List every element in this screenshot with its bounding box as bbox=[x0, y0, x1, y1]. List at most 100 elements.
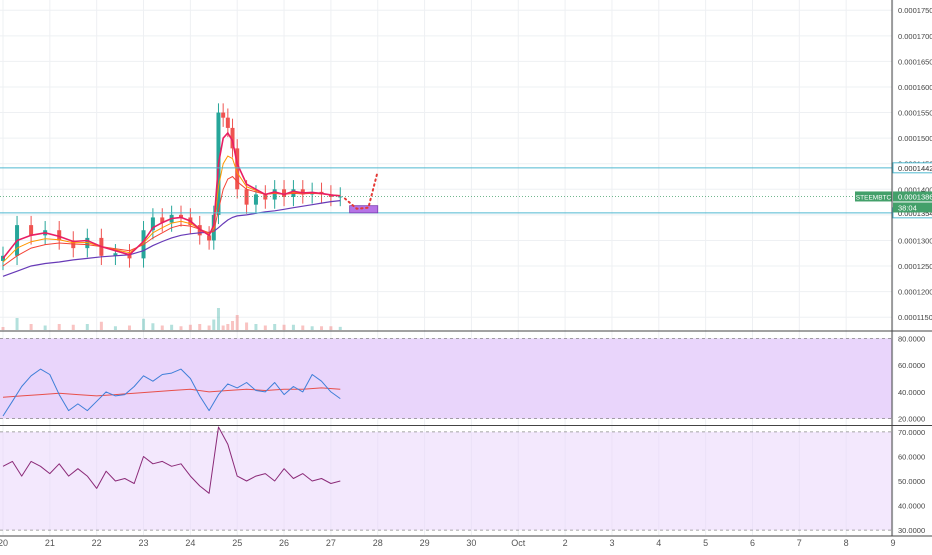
x-tick-label: 5 bbox=[703, 538, 708, 548]
level-label-box bbox=[892, 162, 932, 174]
countdown-label: 38:04 bbox=[898, 203, 917, 212]
level-label: 0.0001354 bbox=[898, 209, 932, 218]
volume-bar bbox=[212, 319, 216, 330]
x-tick-label: 7 bbox=[797, 538, 802, 548]
x-tick-label: 22 bbox=[92, 538, 102, 548]
symbol-label-box bbox=[855, 191, 892, 202]
volume-bar bbox=[221, 325, 225, 330]
price-tick-label: 0.0001500 bbox=[898, 134, 932, 143]
stoch-signal-line bbox=[2, 387, 341, 398]
x-tick-label: 4 bbox=[656, 538, 661, 548]
x-tick-label: 25 bbox=[232, 538, 242, 548]
x-tick-label: 21 bbox=[45, 538, 55, 548]
stoch-band bbox=[0, 338, 892, 419]
volume-bar bbox=[320, 326, 324, 330]
level-label: 0.0001442 bbox=[898, 164, 932, 173]
candle-body bbox=[272, 189, 277, 200]
candle-body bbox=[57, 230, 62, 241]
x-tick-label: Oct bbox=[511, 538, 526, 548]
stoch-tick-label: 80.0000 bbox=[898, 334, 925, 343]
last-price-label: 0.0001386 bbox=[898, 192, 932, 201]
x-tick-label: 28 bbox=[373, 538, 383, 548]
volume-bar bbox=[1, 327, 5, 330]
price-tick-label: 0.0001650 bbox=[898, 57, 932, 66]
candle-body bbox=[207, 235, 212, 241]
candle-body bbox=[179, 214, 183, 218]
volume-bar bbox=[170, 324, 174, 330]
x-tick-label: 8 bbox=[844, 538, 849, 548]
x-tick-label: 3 bbox=[609, 538, 614, 548]
projection-path bbox=[343, 170, 379, 210]
stoch-tick-label: 40.0000 bbox=[898, 388, 925, 397]
volume-bar bbox=[329, 326, 333, 330]
x-tick-label: 6 bbox=[750, 538, 755, 548]
price-tick-label: 0.0001700 bbox=[898, 32, 932, 41]
candle-body bbox=[253, 194, 258, 205]
volume-bar bbox=[231, 321, 235, 330]
rsi-tick-label: 70.0000 bbox=[898, 428, 925, 437]
volume-bar bbox=[198, 324, 202, 330]
candle-body bbox=[197, 225, 202, 236]
price-pane[interactable] bbox=[0, 103, 892, 330]
rsi-pane[interactable] bbox=[0, 426, 892, 531]
candle-body bbox=[113, 253, 118, 256]
volume-bar bbox=[245, 322, 249, 330]
last-price-label-box bbox=[893, 191, 932, 202]
price-tick-label: 0.0001750 bbox=[898, 6, 932, 15]
stoch-line bbox=[2, 368, 341, 417]
volume-bar bbox=[273, 324, 277, 330]
x-tick-label: 26 bbox=[279, 538, 289, 548]
candle-body bbox=[127, 253, 132, 259]
price-tick-label: 0.0001200 bbox=[898, 288, 932, 297]
candle-body bbox=[282, 189, 287, 197]
candle-body bbox=[300, 189, 305, 195]
volume-bar bbox=[160, 325, 164, 330]
volume-bar bbox=[216, 308, 220, 330]
candle-body bbox=[150, 217, 155, 231]
rsi-line bbox=[2, 426, 341, 494]
volume-bar bbox=[151, 323, 155, 330]
volume-bar bbox=[142, 318, 146, 330]
volume-bar bbox=[226, 324, 230, 330]
volume-bar bbox=[43, 325, 47, 330]
price-tick-label: 0.0001400 bbox=[898, 185, 932, 194]
volume-bar bbox=[338, 326, 342, 330]
rsi-tick-label: 30.0000 bbox=[898, 526, 925, 535]
rsi-tick-label: 50.0000 bbox=[898, 477, 925, 486]
price-tick-label: 0.0001150 bbox=[898, 313, 932, 322]
x-tick-label: 23 bbox=[139, 538, 149, 548]
candle-body bbox=[160, 217, 165, 223]
volume-bar bbox=[207, 325, 211, 330]
volume-bar bbox=[188, 324, 192, 330]
rsi-tick-label: 60.0000 bbox=[898, 452, 925, 461]
volume-bar bbox=[85, 324, 89, 330]
volume-bar bbox=[235, 315, 239, 330]
x-tick-label: 24 bbox=[185, 538, 195, 548]
candle-body bbox=[235, 148, 240, 190]
volume-bar bbox=[282, 324, 286, 330]
stoch-tick-label: 20.0000 bbox=[898, 415, 925, 424]
candle-body bbox=[225, 117, 230, 128]
volume-bar bbox=[310, 326, 314, 330]
target-zone-box bbox=[349, 205, 379, 214]
x-tick-label: 9 bbox=[890, 538, 895, 548]
volume-bar bbox=[291, 324, 295, 330]
moving-average-fast bbox=[2, 131, 341, 259]
candle-body bbox=[244, 189, 249, 205]
volume-bar bbox=[57, 324, 61, 330]
price-tick-label: 0.0001250 bbox=[898, 262, 932, 271]
rsi-tick-label: 40.0000 bbox=[898, 502, 925, 511]
volume-bar bbox=[71, 324, 75, 330]
x-tick-label: 30 bbox=[466, 538, 476, 548]
symbol-label: STEEMBTC bbox=[856, 194, 892, 201]
volume-bar bbox=[15, 318, 19, 330]
x-tick-label: 20 bbox=[0, 538, 8, 548]
candle-body bbox=[221, 112, 226, 118]
volume-bar bbox=[29, 324, 33, 330]
stochastic-pane[interactable] bbox=[0, 337, 892, 420]
price-tick-label: 0.0001550 bbox=[898, 109, 932, 118]
candle-body bbox=[230, 127, 235, 149]
